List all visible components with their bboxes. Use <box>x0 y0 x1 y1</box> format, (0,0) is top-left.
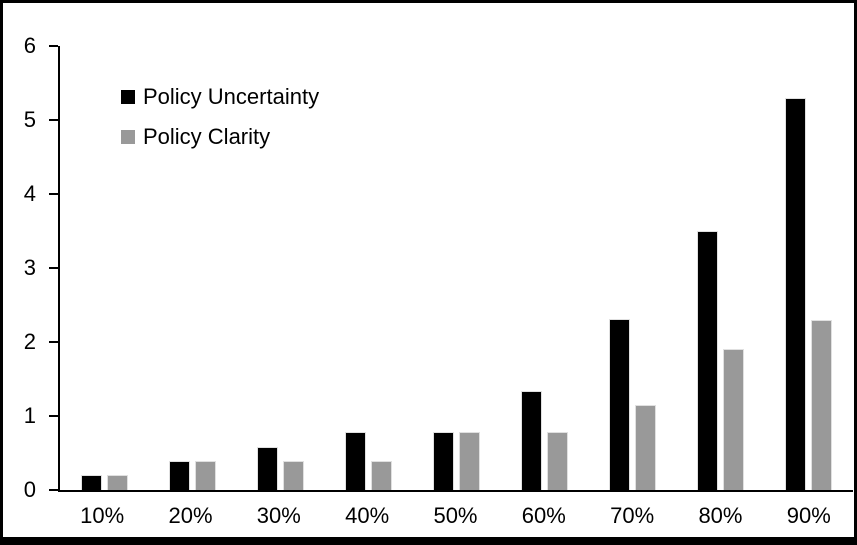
y-tick <box>49 341 58 343</box>
category-group-20% <box>148 46 236 490</box>
legend-swatch-policy-uncertainty <box>121 90 135 104</box>
x-tick-label: 20% <box>168 503 213 528</box>
category-group-80% <box>677 46 765 490</box>
y-tick <box>49 415 58 417</box>
bars-row <box>60 46 853 490</box>
figure-border-right <box>854 0 857 545</box>
legend-item-policy-uncertainty: Policy Uncertainty <box>121 86 319 108</box>
y-tick <box>49 489 58 491</box>
y-tick-label: 4 <box>23 181 36 206</box>
figure-border-left <box>0 0 3 545</box>
category-group-70% <box>589 46 677 490</box>
x-tick-label: 30% <box>256 503 301 528</box>
bar <box>547 432 569 490</box>
figure-border-bottom <box>0 537 857 545</box>
category-group-50% <box>412 46 500 490</box>
y-tick <box>49 119 58 121</box>
bar <box>609 319 631 490</box>
y-tick-label: 5 <box>23 107 36 132</box>
y-tick <box>49 45 58 47</box>
bar <box>256 447 278 490</box>
y-tick <box>49 193 58 195</box>
bar <box>635 404 657 490</box>
bar <box>282 461 304 490</box>
bar <box>80 475 102 490</box>
bar <box>194 461 216 490</box>
bar <box>168 461 190 490</box>
y-tick-label: 0 <box>23 477 36 502</box>
legend-item-policy-clarity: Policy Clarity <box>121 126 319 148</box>
legend: Policy Uncertainty Policy Clarity <box>121 86 319 166</box>
x-tick-label: 40% <box>345 503 390 528</box>
category-group-10% <box>60 46 148 490</box>
bar <box>785 97 807 490</box>
legend-swatch-policy-clarity <box>121 130 135 144</box>
x-axis-labels: 10% 20% 30% 40% 50% 60% 70% 80% 90% <box>58 503 853 529</box>
x-tick-label: 80% <box>698 503 743 528</box>
category-group-90% <box>765 46 853 490</box>
legend-label-policy-uncertainty: Policy Uncertainty <box>143 84 320 109</box>
x-tick-label: 50% <box>433 503 478 528</box>
x-tick-label: 60% <box>521 503 566 528</box>
category-group-60% <box>501 46 589 490</box>
bar <box>432 432 454 490</box>
y-tick-label: 6 <box>23 33 36 58</box>
plot-area <box>58 46 853 492</box>
y-tick-label: 1 <box>23 403 36 428</box>
x-tick-label: 90% <box>786 503 831 528</box>
bar <box>370 461 392 490</box>
bar <box>344 432 366 490</box>
figure-border-top <box>0 0 857 3</box>
bar <box>521 390 543 490</box>
category-group-30% <box>236 46 324 490</box>
legend-label-policy-clarity: Policy Clarity <box>143 124 271 149</box>
bar <box>811 319 833 490</box>
x-tick-label: 70% <box>610 503 655 528</box>
bar <box>458 432 480 490</box>
category-group-40% <box>324 46 412 490</box>
x-tick-label: 10% <box>80 503 125 528</box>
bar <box>697 231 719 490</box>
bar <box>106 475 128 490</box>
y-tick-label: 2 <box>23 329 36 354</box>
y-tick <box>49 267 58 269</box>
bar <box>723 349 745 490</box>
y-tick-label: 3 <box>23 255 36 280</box>
